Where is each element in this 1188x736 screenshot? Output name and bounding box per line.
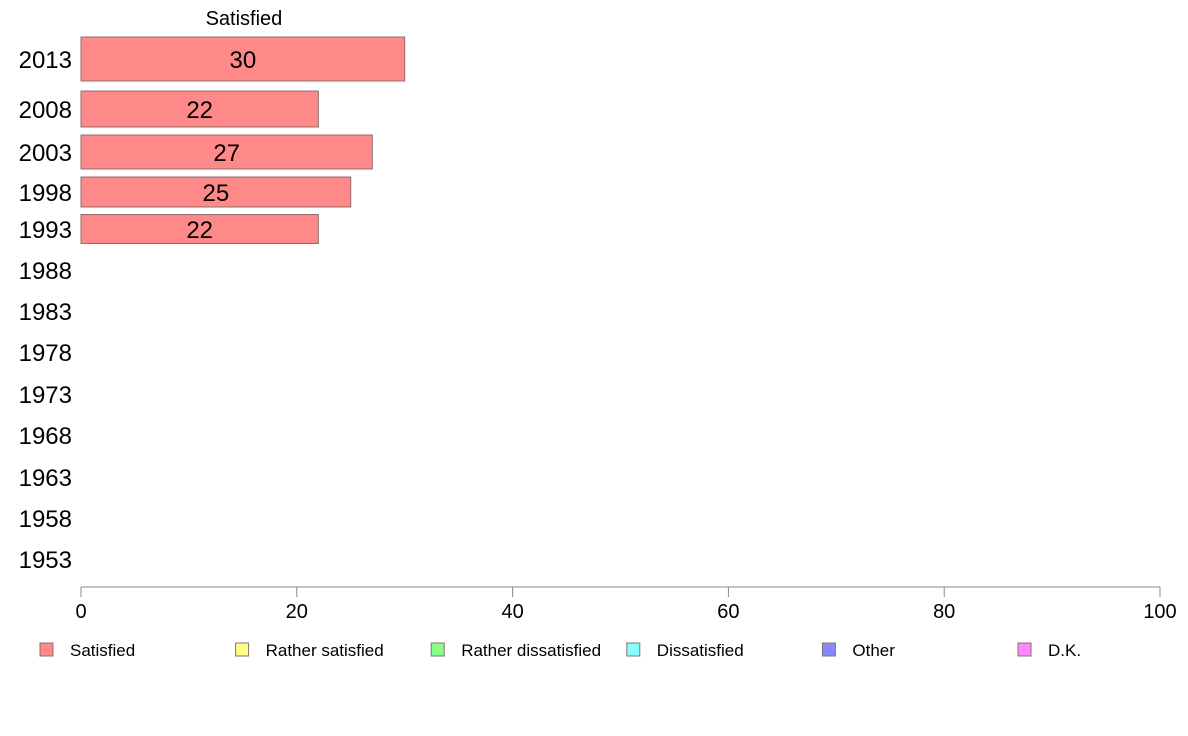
legend-swatch [1017, 642, 1032, 657]
legend-swatch [235, 642, 250, 657]
legend-label: Satisfied [70, 641, 135, 660]
x-tick-label: 40 [501, 601, 523, 623]
year-label: 2003 [19, 140, 72, 167]
year-label: 1963 [19, 465, 72, 492]
x-tick-label: 0 [75, 601, 86, 623]
legend: Satisfied Rather satisfied Rather dissatis… [39, 641, 1081, 660]
x-tick-label: 80 [933, 601, 955, 623]
data-label: 30 [229, 47, 256, 74]
year-label: 1973 [19, 382, 72, 409]
legend-label: Rather satisfied [266, 641, 384, 660]
bar-satisfied [80, 214, 319, 244]
year-label: 1958 [19, 506, 72, 533]
bar-satisfied [80, 134, 373, 170]
legend-label: Other [852, 641, 895, 660]
year-label: 1978 [19, 340, 72, 367]
legend-label: Rather dissatisfied [461, 641, 601, 660]
data-label: 27 [213, 140, 240, 167]
year-label: 1998 [19, 180, 72, 207]
data-label: 22 [186, 217, 213, 244]
year-label: 1993 [19, 217, 72, 244]
x-tick-label: 100 [1143, 601, 1176, 623]
legend-label: Dissatisfied [657, 641, 744, 660]
legend-swatch [430, 642, 445, 657]
bar-satisfied [80, 90, 319, 128]
bar-satisfied [80, 176, 352, 208]
legend-label: D.K. [1048, 641, 1081, 660]
column-header: Satisfied [206, 8, 283, 30]
x-tick-label: 20 [286, 601, 308, 623]
x-axis: 0 20 40 60 80 100 [75, 586, 1177, 623]
data-label: 22 [186, 97, 213, 124]
year-label: 1968 [19, 423, 72, 450]
bar-satisfied [80, 36, 406, 82]
x-tick-label: 60 [717, 601, 739, 623]
year-label: 1988 [19, 258, 72, 285]
year-label: 1953 [19, 547, 72, 574]
legend-swatch [626, 642, 641, 657]
year-label: 2008 [19, 97, 72, 124]
year-label: 2013 [19, 47, 72, 74]
year-label: 1983 [19, 299, 72, 326]
data-label: 25 [203, 180, 230, 207]
legend-swatch [821, 642, 836, 657]
year-labels: 2013 2008 2003 1998 1993 1988 1983 1978 1973 1968… [19, 47, 72, 574]
bars [80, 36, 406, 244]
legend-swatch [39, 642, 54, 657]
